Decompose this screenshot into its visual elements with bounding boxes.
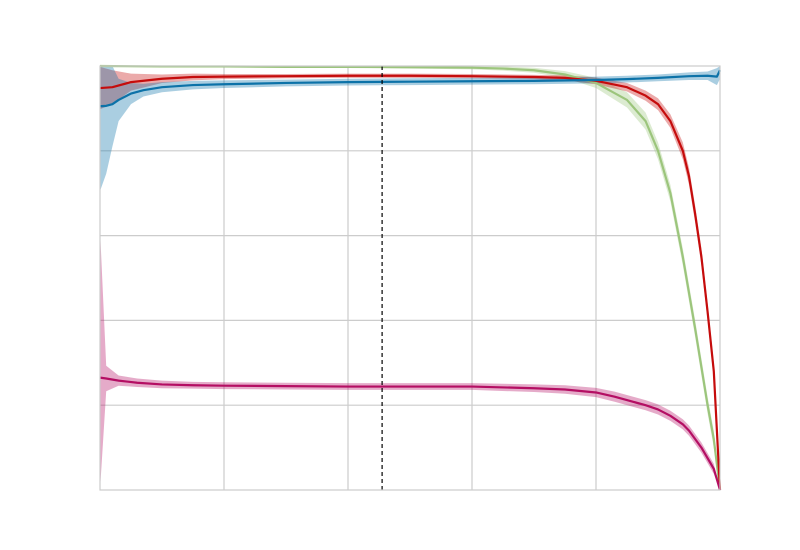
plot-frame — [99, 65, 721, 491]
series-lines — [99, 64, 722, 491]
series-band-1 — [100, 66, 720, 491]
grid — [100, 66, 720, 490]
series-line-3 — [99, 376, 722, 491]
series-line-2 — [99, 69, 721, 108]
plot-background — [100, 66, 720, 490]
